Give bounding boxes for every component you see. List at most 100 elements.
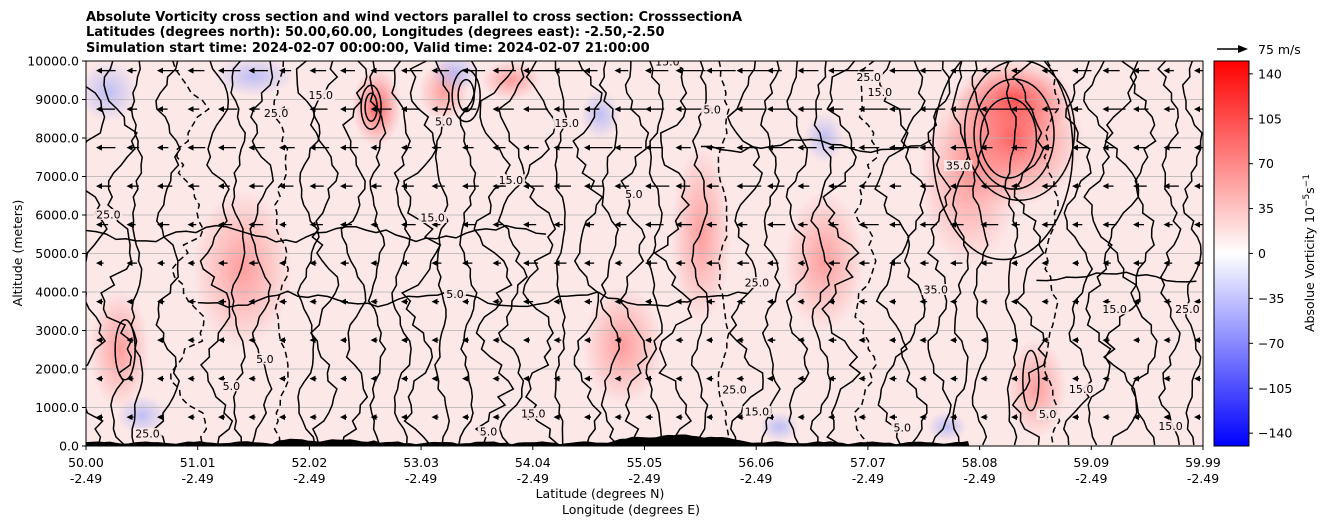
wind-vector-head (584, 375, 590, 382)
wind-vector-head (645, 67, 651, 74)
contour-label-background (1100, 303, 1129, 315)
wind-vector-head (1102, 106, 1109, 113)
contour-labels: 15.0 25.0 15.0 15.0 25.0 5.0 15.0 5.0 15.0 5.0 25.… (94, 56, 1202, 440)
wind-vector-head (858, 260, 865, 267)
wind-vector-head (675, 337, 682, 344)
wind-vector-head (858, 106, 865, 113)
wind-vector-head (1133, 106, 1139, 113)
wind-vector-head (248, 375, 255, 382)
wind-vector-head (1163, 375, 1170, 382)
wind-vector-head (1072, 414, 1078, 421)
field-patch (480, 61, 541, 101)
wind-vector-head (96, 375, 102, 382)
contour-label: 35.0 (946, 160, 971, 173)
wind-vector-head (1041, 260, 1048, 267)
wind-vector-head (187, 106, 194, 113)
wind-vector-head (96, 221, 102, 228)
wind-vector-head (187, 144, 194, 151)
wind-vector-head (797, 375, 804, 382)
wind-vector-head (431, 221, 438, 228)
wind-vector-head (370, 414, 377, 421)
wind-vector-head (126, 298, 133, 305)
wind-vector-head (1194, 375, 1200, 382)
wind-vector-head (614, 414, 621, 421)
wind-vector-head (645, 221, 651, 228)
wind-vector-head (218, 337, 224, 344)
wind-vector-head (187, 67, 194, 74)
contour-label: 15.0 (521, 407, 546, 420)
wind-vector-head (584, 144, 590, 151)
wind-vector-head (370, 298, 377, 305)
wind-vector-head (919, 337, 926, 344)
wind-vector-head (523, 260, 529, 267)
wind-vector-head (1163, 414, 1170, 421)
wind-vector-head (401, 144, 407, 151)
wind-vector-head (1072, 106, 1078, 113)
wind-vector-head (675, 375, 682, 382)
x-tick-label-lat: 59.99 (1185, 455, 1221, 470)
wind-vector-head (584, 221, 590, 228)
x-tick-label-lat: 58.08 (962, 455, 998, 470)
wind-vector-head (157, 67, 163, 74)
contour-label: 25.0 (1175, 303, 1200, 316)
wind-vector-head (1194, 337, 1200, 344)
contour-loop (364, 92, 378, 122)
wind-vector-head (309, 414, 316, 421)
wind-vector-head (645, 337, 651, 344)
wind-vector-head (523, 106, 529, 113)
y-tick-label: 6000.0 (35, 208, 79, 223)
wind-vector-head (1194, 298, 1200, 305)
contour-label-background (1066, 383, 1096, 395)
wind-vector-head (492, 144, 499, 151)
wind-vector-head (675, 260, 682, 267)
contour-label: 5.0 (223, 380, 241, 393)
wind-vector-head (248, 414, 255, 421)
wind-vector-head (523, 337, 529, 344)
wind-vector-head (462, 221, 468, 228)
contour-label: 15.0 (655, 56, 680, 69)
x-tick-label-lat: 57.07 (850, 455, 886, 470)
x-axis: 50.00-2.4951.01-2.4952.02-2.4953.03-2.49… (68, 446, 1221, 486)
wind-vector-head (96, 144, 102, 151)
wind-vector-head (1133, 260, 1139, 267)
wind-vector-head (889, 260, 895, 267)
wind-vector-head (645, 144, 651, 151)
wind-vector-head (919, 144, 926, 151)
wind-vector-head (1102, 414, 1109, 421)
wind-vector-head (340, 67, 346, 74)
wind-vector-head (553, 298, 560, 305)
wind-vector-head (157, 106, 163, 113)
contour-line (249, 61, 274, 446)
wind-vector-head (309, 106, 316, 113)
y-tick-label: 9000.0 (35, 92, 79, 107)
wind-vector-head (218, 183, 224, 190)
wind-vector-head (919, 414, 926, 421)
wind-vector-head (889, 183, 895, 190)
wind-vector-head (370, 375, 377, 382)
wind-vector-head (462, 183, 468, 190)
y-tick-label: 5000.0 (35, 246, 79, 261)
x-tick-label-lon: -2.49 (517, 471, 549, 486)
contour-label-background (496, 174, 526, 186)
contour-line (853, 61, 879, 446)
wind-vector-head (370, 337, 377, 344)
contour-line (1043, 61, 1061, 446)
wind-vector-head (1163, 337, 1170, 344)
wind-vector-head (1072, 375, 1078, 382)
y-tick-label: 2000.0 (35, 362, 79, 377)
wind-vector-head (1011, 221, 1017, 228)
wind-vector-head (1194, 144, 1200, 151)
contour-label-background (701, 103, 724, 115)
wind-vector-head (828, 221, 834, 228)
wind-vector-head (889, 221, 895, 228)
contour-label: 5.0 (435, 115, 453, 128)
contour-line (367, 61, 387, 446)
x-tick-label-lat: 55.05 (627, 455, 663, 470)
wind-vector-head (1133, 298, 1139, 305)
quiver-key-arrowhead (1238, 45, 1248, 53)
x-tick-label-lat: 50.00 (68, 455, 104, 470)
x-tick-label-lon: -2.49 (405, 471, 437, 486)
contour-line (86, 85, 108, 446)
contour-loop (973, 78, 1055, 190)
contour-line (690, 61, 709, 446)
